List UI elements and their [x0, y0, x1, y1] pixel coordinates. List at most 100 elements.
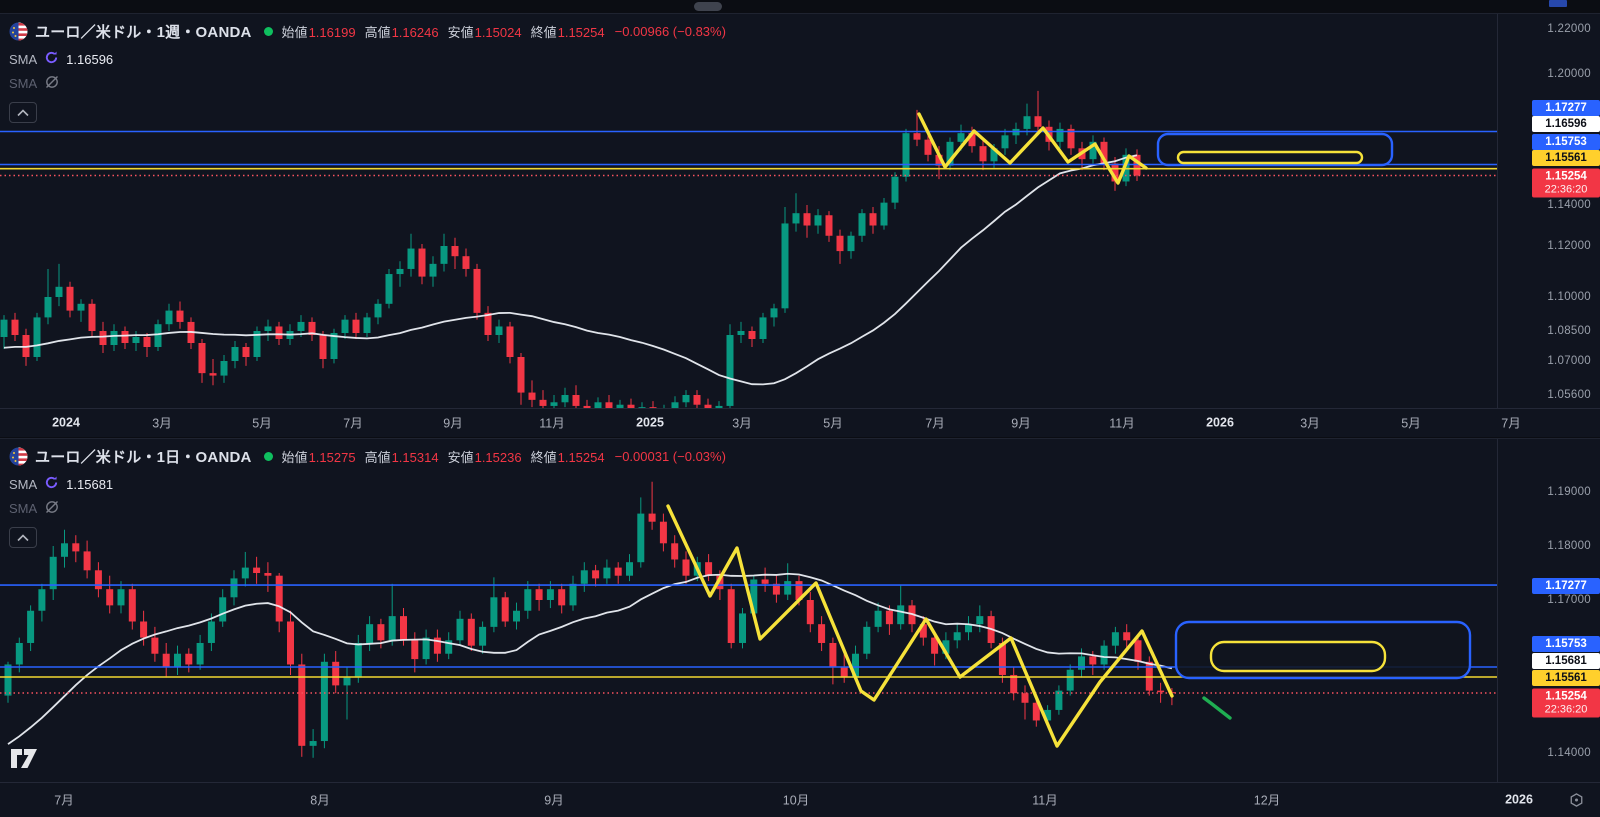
- candle-body: [495, 326, 503, 335]
- candle-body: [715, 405, 723, 408]
- candle-body: [297, 321, 305, 331]
- price-level-label[interactable]: 1.17277: [1532, 100, 1600, 116]
- price-level-label[interactable]: 1.15753: [1532, 134, 1600, 150]
- price-level-label[interactable]: 1.15753: [1532, 636, 1600, 652]
- candle-body: [880, 202, 888, 226]
- candle-body: [462, 256, 470, 269]
- candle-body: [140, 621, 148, 638]
- time-tick-label: 2024: [52, 415, 80, 430]
- symbol-title[interactable]: ユーロ／米ドル・1週・OANDA: [35, 23, 252, 41]
- price-tick-label: 1.22000: [1547, 23, 1591, 35]
- candle-body: [550, 402, 558, 406]
- candle-body: [605, 402, 613, 408]
- price-level-label[interactable]: 1.15681: [1532, 653, 1600, 669]
- candle-body: [377, 624, 385, 641]
- candle-body: [976, 616, 984, 625]
- change-value: −0.00031 (−0.03%): [614, 448, 726, 464]
- candle-body: [196, 642, 204, 665]
- collapse-header-button[interactable]: [9, 102, 37, 123]
- candle-body: [242, 347, 250, 357]
- weekly-time-axis[interactable]: 2024 3月 5月 7月 9月 11月 2025 3月 5月 7月 9月 11月 2026 3月 5月 7月: [0, 408, 1600, 437]
- candle-body: [309, 741, 317, 746]
- price-tick-label: 1.14000: [1547, 199, 1591, 211]
- candle-body: [151, 637, 159, 654]
- candle-body: [858, 213, 866, 236]
- candle-body: [106, 589, 114, 606]
- candle-body: [308, 321, 316, 335]
- candle-body: [422, 637, 430, 660]
- market-status-icon: [263, 26, 273, 36]
- candle-body: [352, 319, 360, 333]
- candle-body: [374, 303, 382, 318]
- daily-price-axis[interactable]: 1.19000 1.18000 1.17000 1.14000 1.17277 1.157…: [1497, 439, 1600, 783]
- candle-body: [55, 286, 63, 297]
- candle-body: [727, 589, 735, 643]
- price-level-label[interactable]: 1.15254 22:36:20: [1532, 688, 1600, 718]
- rectangle-drawing: [1209, 640, 1387, 673]
- candle-body: [913, 133, 921, 140]
- candle-body: [484, 312, 492, 335]
- candle-body: [1056, 128, 1064, 142]
- time-tick-label: 9月: [544, 793, 564, 808]
- candle-body: [162, 653, 170, 668]
- collapse-header-button[interactable]: [9, 527, 37, 548]
- price-level-label[interactable]: 1.15561: [1532, 670, 1600, 686]
- price-level-label[interactable]: 1.16596: [1532, 116, 1600, 132]
- daily-plot-area[interactable]: ユーロ／米ドル・1日・OANDA 始値1.15275 高値1.15314 安値1…: [0, 439, 1497, 783]
- price-tick-label: 1.20000: [1547, 68, 1591, 80]
- indicator-sma-hidden[interactable]: SMA: [9, 75, 726, 91]
- candle-body: [953, 632, 961, 641]
- eye-off-icon[interactable]: [44, 74, 60, 93]
- indicator-sma-hidden[interactable]: SMA: [9, 500, 726, 516]
- time-tick-label: 7月: [1501, 416, 1521, 431]
- weekly-chart-header: ユーロ／米ドル・1週・OANDA 始値1.16199 高値1.16246 安値1…: [9, 19, 726, 123]
- time-tick-label: 2026: [1505, 792, 1533, 807]
- candle-body: [407, 248, 415, 269]
- weekly-price-chart-canvas[interactable]: [0, 14, 1497, 409]
- candle-body: [154, 324, 162, 347]
- indicator-sma[interactable]: SMA 1.15681: [9, 476, 114, 492]
- candle-body: [1032, 702, 1040, 721]
- candle-body: [614, 567, 622, 576]
- candle-body: [1100, 645, 1108, 665]
- candle-body: [957, 133, 965, 142]
- weekly-price-axis[interactable]: 1.22000 1.20000 1.14000 1.12000 1.10000 1.085…: [1497, 14, 1600, 409]
- candle-body: [616, 404, 624, 408]
- candle-body: [671, 543, 679, 560]
- candle-body: [716, 575, 724, 590]
- candle-body: [942, 640, 950, 654]
- price-level-label[interactable]: 1.15561: [1532, 150, 1600, 166]
- time-tick-label: 7月: [54, 793, 74, 808]
- candle-body: [1123, 632, 1131, 641]
- candle-body: [897, 605, 905, 625]
- price-level-label[interactable]: 1.17277: [1532, 578, 1600, 594]
- price-tick-label: 1.08500: [1547, 325, 1591, 337]
- candle-body: [705, 562, 713, 576]
- candle-body: [1023, 116, 1031, 129]
- symbol-title[interactable]: ユーロ／米ドル・1日・OANDA: [35, 448, 252, 466]
- sma-line: [3, 154, 1138, 386]
- candle-body: [803, 213, 811, 226]
- candle-body: [99, 331, 107, 345]
- candle-body: [704, 404, 712, 408]
- candle-body: [264, 573, 272, 576]
- candle-body: [253, 567, 261, 573]
- candle-body: [165, 310, 173, 325]
- daily-price-chart-canvas[interactable]: [0, 439, 1497, 783]
- candle-body: [1078, 656, 1085, 670]
- weekly-plot-area[interactable]: ユーロ／米ドル・1週・OANDA 始値1.16199 高値1.16246 安値1…: [0, 14, 1497, 409]
- candle-body: [580, 570, 588, 584]
- eye-off-icon[interactable]: [44, 499, 60, 518]
- price-level-label[interactable]: 1.15254 22:36:20: [1532, 168, 1600, 198]
- candle-body: [814, 215, 822, 226]
- candle-body: [219, 597, 227, 622]
- candle-body: [1089, 141, 1097, 160]
- candle-body: [546, 589, 554, 600]
- time-tick-label: 3月: [1300, 416, 1320, 431]
- indicator-sma[interactable]: SMA 1.16596: [9, 51, 114, 67]
- daily-time-axis[interactable]: 7月 8月 9月 10月 11月 12月 2026: [0, 782, 1600, 817]
- axis-settings-gear-icon[interactable]: [1569, 793, 1584, 808]
- time-tick-label: 11月: [1109, 416, 1135, 431]
- candle-body: [829, 642, 837, 668]
- candle-body: [1067, 128, 1075, 149]
